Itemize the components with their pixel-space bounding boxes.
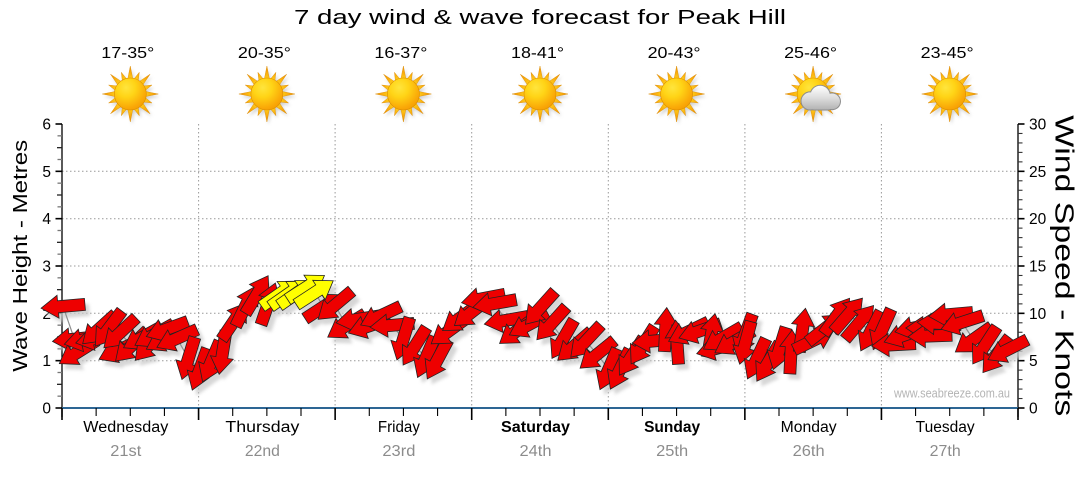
svg-text:www.seabreeze.com.au: www.seabreeze.com.au <box>893 387 1010 401</box>
svg-text:21st: 21st <box>110 443 142 460</box>
svg-text:4: 4 <box>42 211 51 228</box>
svg-text:20: 20 <box>1029 211 1047 228</box>
svg-text:Wind Speed - Knots: Wind Speed - Knots <box>1050 115 1078 416</box>
svg-text:25th: 25th <box>656 443 688 460</box>
svg-text:3: 3 <box>42 259 51 276</box>
svg-text:17-35°: 17-35° <box>101 45 154 62</box>
svg-text:10: 10 <box>1029 306 1047 323</box>
svg-text:24th: 24th <box>520 443 552 460</box>
svg-text:Thursday: Thursday <box>225 419 299 436</box>
svg-text:1: 1 <box>42 353 51 370</box>
svg-text:Monday: Monday <box>781 419 837 436</box>
svg-text:Friday: Friday <box>378 419 420 436</box>
svg-text:7 day wind & wave forecast for: 7 day wind & wave forecast for Peak Hill <box>294 6 786 29</box>
svg-text:22nd: 22nd <box>245 443 280 460</box>
svg-text:20-35°: 20-35° <box>238 45 291 62</box>
svg-text:Sunday: Sunday <box>644 419 700 436</box>
svg-text:23-45°: 23-45° <box>921 45 974 62</box>
svg-text:0: 0 <box>42 401 51 418</box>
svg-text:15: 15 <box>1029 259 1046 276</box>
svg-text:30: 30 <box>1029 117 1047 134</box>
svg-text:Wave Height - Metres: Wave Height - Metres <box>10 140 32 372</box>
svg-text:27th: 27th <box>930 443 961 460</box>
svg-text:23rd: 23rd <box>382 443 415 460</box>
svg-text:0: 0 <box>1029 401 1038 418</box>
svg-text:Tuesday: Tuesday <box>916 419 975 436</box>
svg-text:20-43°: 20-43° <box>648 45 701 62</box>
svg-text:5: 5 <box>1029 353 1038 370</box>
svg-text:25: 25 <box>1029 164 1046 181</box>
svg-text:6: 6 <box>42 117 51 134</box>
svg-text:16-37°: 16-37° <box>374 45 427 62</box>
svg-text:5: 5 <box>42 164 51 181</box>
svg-text:26th: 26th <box>793 443 825 460</box>
svg-text:Saturday: Saturday <box>501 419 570 436</box>
svg-text:Wednesday: Wednesday <box>83 419 168 436</box>
svg-text:18-41°: 18-41° <box>511 45 564 62</box>
svg-text:25-46°: 25-46° <box>784 45 837 62</box>
